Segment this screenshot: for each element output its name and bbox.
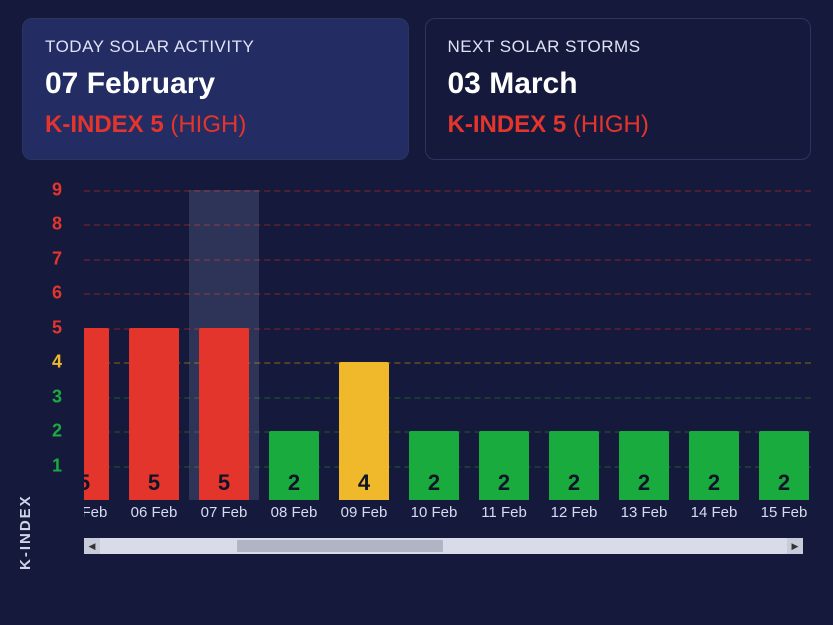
bar-value-label: 2 [619,470,669,496]
y-tick: 6 [52,283,62,304]
bar-value-label: 5 [84,470,109,496]
x-tick: 07 Feb [189,504,259,521]
kindex-bar[interactable]: 2 [409,431,459,500]
y-tick: 5 [52,317,62,338]
x-axis: 05 Feb06 Feb07 Feb08 Feb09 Feb10 Feb11 F… [84,504,811,528]
bar-value-label: 2 [479,470,529,496]
bar-slot[interactable]: 2 [679,190,749,500]
kindex-bar[interactable]: 2 [549,431,599,500]
kindex-bar[interactable]: 5 [199,328,249,500]
bar-slot[interactable]: 2 [259,190,329,500]
y-tick: 8 [52,214,62,235]
kindex-bar[interactable]: 2 [759,431,809,500]
x-tick: 12 Feb [539,504,609,521]
kindex-bar[interactable]: 2 [269,431,319,500]
bar-slot[interactable]: 2 [399,190,469,500]
kindex-bar[interactable]: 4 [339,362,389,500]
bar-value-label: 5 [129,470,179,496]
x-tick: 06 Feb [119,504,189,521]
x-tick: 14 Feb [679,504,749,521]
x-tick: 05 Feb [84,504,119,521]
kindex-bar[interactable]: 5 [84,328,109,500]
y-axis-label: K-INDEX [17,494,34,570]
kindex-bar[interactable]: 2 [619,431,669,500]
next-card-date: 03 March [448,67,789,101]
x-tick: 13 Feb [609,504,679,521]
today-card-kindex: K-INDEX 5 (HIGH) [45,111,386,139]
summary-cards: TODAY SOLAR ACTIVITY 07 February K-INDEX… [22,18,811,160]
today-card-date: 07 February [45,67,386,101]
next-card-kindex: K-INDEX 5 (HIGH) [448,111,789,139]
bar-slot[interactable]: 5 [84,190,119,500]
y-tick: 9 [52,180,62,201]
x-axis-ticks: 05 Feb06 Feb07 Feb08 Feb09 Feb10 Feb11 F… [84,504,811,521]
y-tick: 2 [52,421,62,442]
next-card-title: NEXT SOLAR STORMS [448,37,789,57]
today-activity-card[interactable]: TODAY SOLAR ACTIVITY 07 February K-INDEX… [22,18,409,160]
bar-slot[interactable]: 2 [749,190,811,500]
scroll-left-button[interactable]: ◀ [84,538,100,554]
scroll-right-button[interactable]: ▶ [787,538,803,554]
kindex-chart: K-INDEX 987654321 555242222222 05 Feb06 … [52,190,811,570]
chart-bars: 555242222222 [84,190,811,500]
bar-value-label: 2 [269,470,319,496]
bar-slot[interactable]: 5 [189,190,259,500]
bar-value-label: 5 [199,470,249,496]
chart-scrollbar[interactable]: ◀ ▶ [84,538,803,554]
y-tick: 7 [52,248,62,269]
x-tick: 11 Feb [469,504,539,521]
bar-slot[interactable]: 2 [609,190,679,500]
bar-slot[interactable]: 5 [119,190,189,500]
kindex-level: (HIGH) [170,111,246,138]
y-tick: 4 [52,352,62,373]
kindex-value: K-INDEX 5 [45,111,164,138]
bar-value-label: 4 [339,470,389,496]
bar-slot[interactable]: 2 [469,190,539,500]
next-storms-card[interactable]: NEXT SOLAR STORMS 03 March K-INDEX 5 (HI… [425,18,812,160]
kindex-bar[interactable]: 2 [479,431,529,500]
scrollbar-track[interactable] [100,538,787,554]
bar-slot[interactable]: 2 [539,190,609,500]
y-tick: 1 [52,455,62,476]
x-tick: 10 Feb [399,504,469,521]
kindex-bar[interactable]: 5 [129,328,179,500]
y-axis: 987654321 [52,190,72,500]
today-card-title: TODAY SOLAR ACTIVITY [45,37,386,57]
x-tick: 15 Feb [749,504,811,521]
x-tick: 08 Feb [259,504,329,521]
bar-value-label: 2 [689,470,739,496]
y-tick: 3 [52,386,62,407]
bar-slot[interactable]: 4 [329,190,399,500]
x-tick: 09 Feb [329,504,399,521]
bar-value-label: 2 [759,470,809,496]
kindex-level: (HIGH) [573,111,649,138]
kindex-bar[interactable]: 2 [689,431,739,500]
kindex-value: K-INDEX 5 [448,111,567,138]
chart-plot-area[interactable]: 555242222222 [84,190,811,500]
bar-value-label: 2 [409,470,459,496]
scrollbar-thumb[interactable] [237,540,443,552]
bar-value-label: 2 [549,470,599,496]
